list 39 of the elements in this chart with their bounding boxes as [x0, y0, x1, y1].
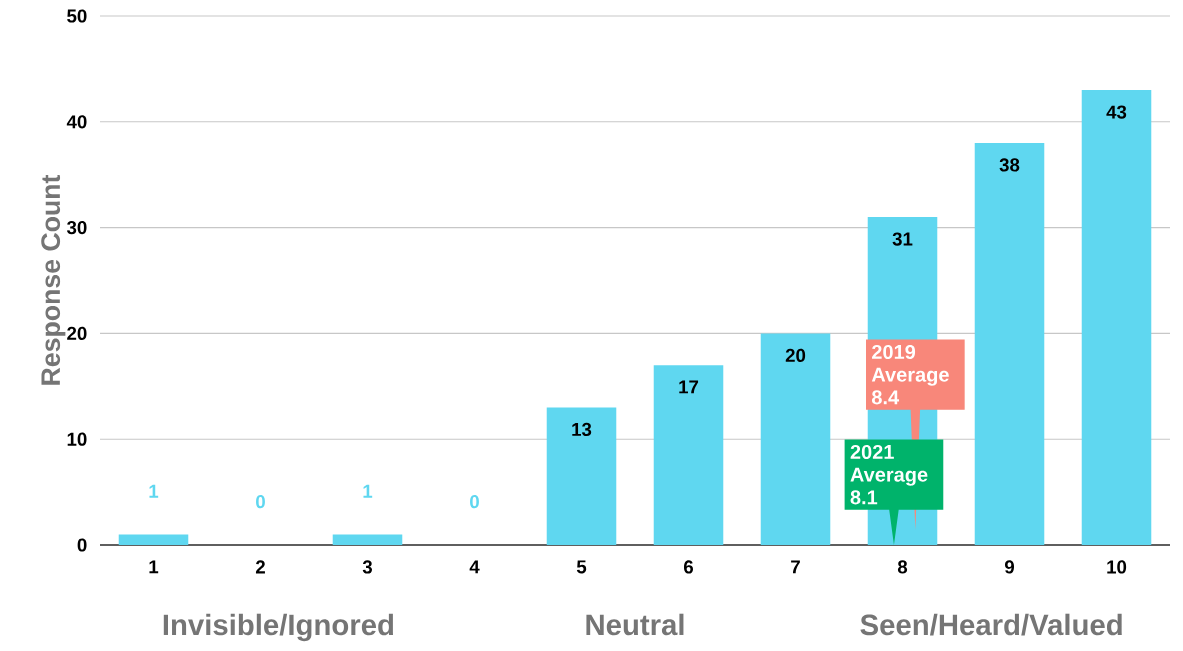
x-tick-label: 6 — [684, 560, 694, 574]
y-tick-label: 30 — [66, 220, 87, 235]
text: Neutral — [586, 613, 684, 636]
x-tick-label: 10 — [1107, 560, 1127, 574]
y-tick-label: 40 — [66, 115, 87, 129]
data-label: 1 — [149, 484, 159, 498]
data-label: 17 — [679, 380, 699, 394]
annotation: 2019 Average 8.4 — [871, 344, 949, 405]
y-tick-label: 10 — [67, 432, 87, 446]
bar — [118, 534, 189, 545]
data-label: 0 — [256, 495, 265, 509]
x-tick-label: 8 — [897, 560, 908, 574]
bar — [332, 534, 403, 545]
y-axis-title: Response Count — [41, 174, 66, 385]
y-tick-label: 50 — [67, 9, 87, 23]
bar — [546, 407, 617, 545]
data-label: 31 — [892, 232, 913, 246]
data-label: 0 — [470, 495, 479, 509]
bar — [974, 142, 1045, 545]
data-label: 1 — [363, 484, 373, 498]
bar — [653, 365, 724, 545]
text: Invisible/Ignored — [163, 613, 394, 642]
data-label: 43 — [1106, 105, 1127, 119]
x-tick-label: 9 — [1004, 560, 1015, 574]
x-tick-label: 7 — [791, 560, 800, 574]
bar — [1081, 90, 1152, 545]
x-tick-label: 1 — [149, 560, 159, 574]
data-label: 13 — [572, 422, 592, 437]
text: Seen/Heard/Valued — [860, 613, 1122, 636]
data-label: 38 — [999, 158, 1020, 172]
x-tick-label: 3 — [362, 560, 373, 574]
y-tick-label: 0 — [77, 538, 87, 552]
x-tick-label: 2 — [255, 560, 265, 574]
x-tick-label: 5 — [576, 560, 587, 574]
data-label: 20 — [785, 348, 806, 362]
annotation: 2021 Average 8.1 — [850, 444, 928, 505]
y-tick-label: 20 — [67, 326, 87, 341]
x-tick-label: 4 — [469, 560, 480, 574]
bar — [760, 333, 831, 545]
